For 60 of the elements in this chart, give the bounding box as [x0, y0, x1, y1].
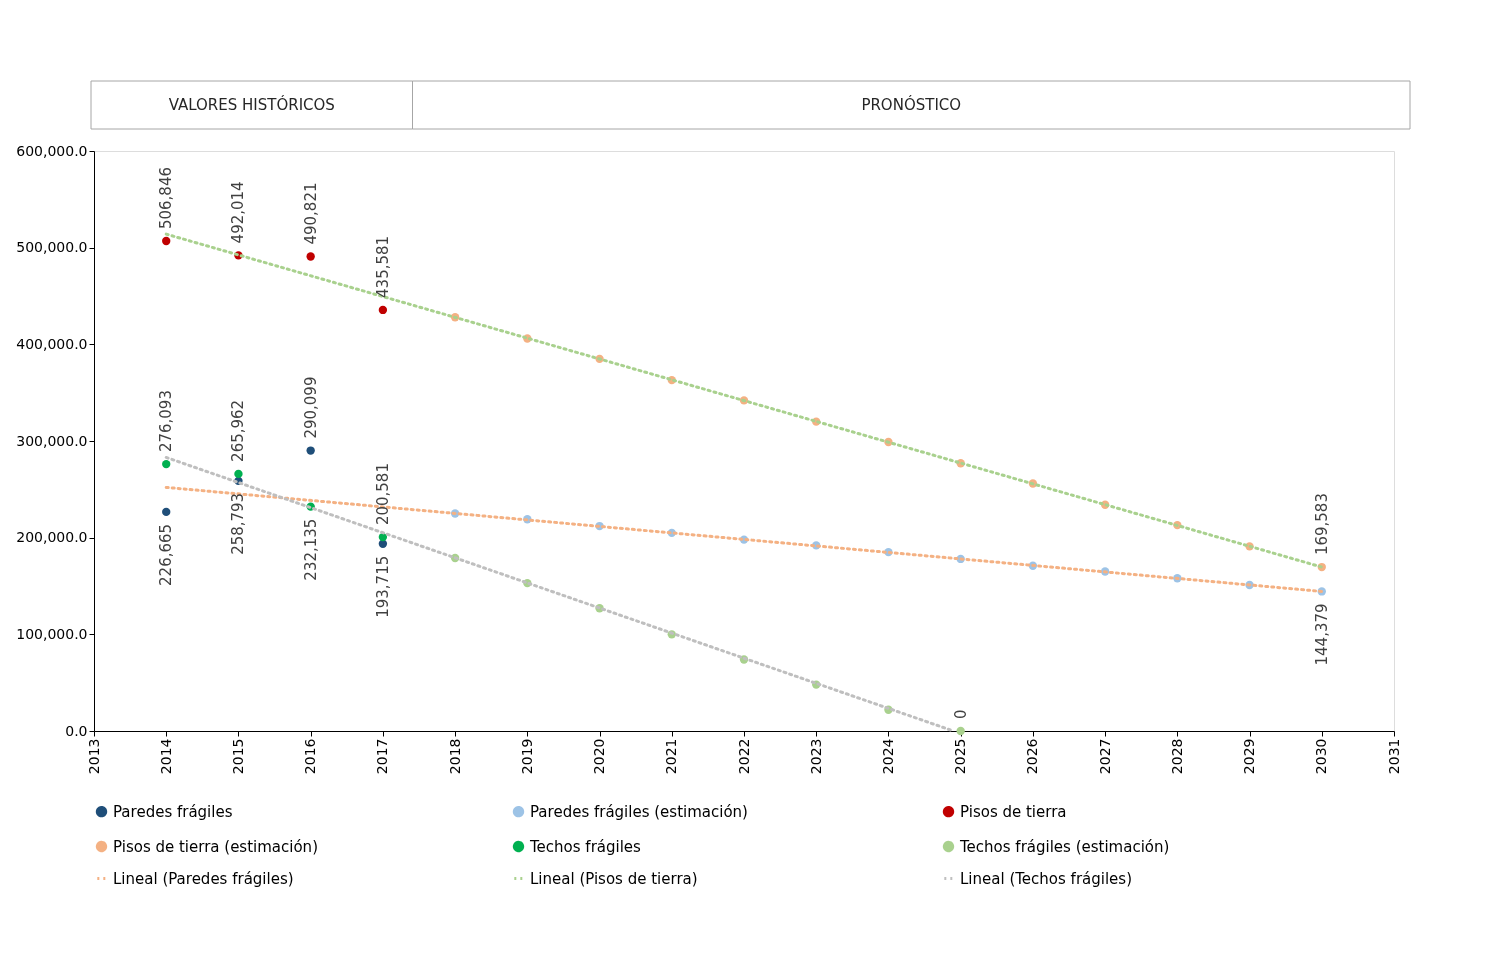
- x-tick-label: 2026: [1024, 738, 1041, 775]
- point: [956, 726, 965, 736]
- data-label: 0: [951, 709, 970, 719]
- x-tick-label: 2016: [302, 738, 319, 775]
- x-tick-label: 2029: [1241, 738, 1258, 775]
- data-label: 226,665: [157, 523, 176, 586]
- x-tick-label: 2025: [952, 738, 969, 775]
- y-tick-label: 100,000.0: [16, 625, 88, 642]
- x-tick-label: 2031: [1385, 738, 1402, 775]
- x-tick-label: 2014: [157, 738, 174, 775]
- x-tick-label: 2015: [229, 738, 246, 775]
- point: [306, 252, 315, 261]
- data-label: 490,821: [301, 182, 320, 245]
- legend-label: Pisos de tierra: [960, 802, 1067, 821]
- point: [162, 459, 171, 469]
- x-tick-label: 2028: [1168, 738, 1185, 775]
- data-label: 258,793: [229, 492, 248, 555]
- y-tick-label: 300,000.0: [16, 432, 88, 449]
- point: [378, 305, 388, 315]
- data-label: 506,846: [157, 167, 176, 230]
- x-tick-label: 2030: [1313, 738, 1330, 775]
- x-tick-label: 2013: [85, 738, 102, 775]
- x-tick-label: 2027: [1096, 738, 1113, 775]
- text: VALORES HISTÓRICOS: [168, 95, 335, 114]
- legend-label: Lineal (Techos frágiles): [960, 869, 1132, 888]
- x-tick-label: 2017: [374, 738, 391, 775]
- data-label: 290,099: [301, 376, 320, 439]
- point: [162, 236, 171, 246]
- legend-label: Paredes frágiles (estimación): [530, 802, 748, 821]
- data-label: 200,581: [373, 463, 392, 526]
- data-label: 144,379: [1312, 603, 1331, 666]
- y-tick-label: 200,000.0: [16, 529, 88, 546]
- data-label: 193,715: [373, 555, 392, 618]
- data-label: 435,581: [373, 235, 392, 298]
- legend-label: Paredes frágiles: [113, 802, 233, 821]
- x-tick-label: 2021: [663, 738, 680, 775]
- x-tick-label: 2020: [591, 738, 608, 775]
- x-tick-label: 2023: [807, 738, 824, 775]
- x-tick-label: 2019: [518, 738, 535, 775]
- x-tick-label: 2022: [735, 738, 752, 775]
- legend-label: Techos frágiles: [529, 837, 642, 856]
- legend-label: Lineal (Paredes frágiles): [113, 869, 294, 888]
- data-label: 232,135: [301, 518, 320, 581]
- y-tick-label: 0.0: [65, 722, 88, 739]
- point: [234, 469, 243, 479]
- legend-label: Techos frágiles (estimación): [959, 837, 1170, 856]
- text: PRONÓSTICO: [861, 95, 962, 114]
- data-label: 276,093: [157, 390, 176, 453]
- data-label: 492,014: [229, 181, 248, 244]
- point: [306, 446, 315, 455]
- x-tick-label: 2024: [879, 738, 896, 775]
- y-tick-label: 500,000.0: [16, 239, 88, 256]
- y-tick-label: 400,000.0: [16, 335, 88, 352]
- x-tick-label: 2018: [446, 738, 463, 775]
- legend-label: Pisos de tierra (estimación): [113, 837, 318, 856]
- point: [162, 507, 171, 517]
- data-label: 169,583: [1312, 493, 1331, 556]
- y-tick-label: 600,000.0: [16, 142, 88, 159]
- data-label: 265,962: [229, 399, 248, 462]
- legend-label: Lineal (Pisos de tierra): [530, 869, 698, 888]
